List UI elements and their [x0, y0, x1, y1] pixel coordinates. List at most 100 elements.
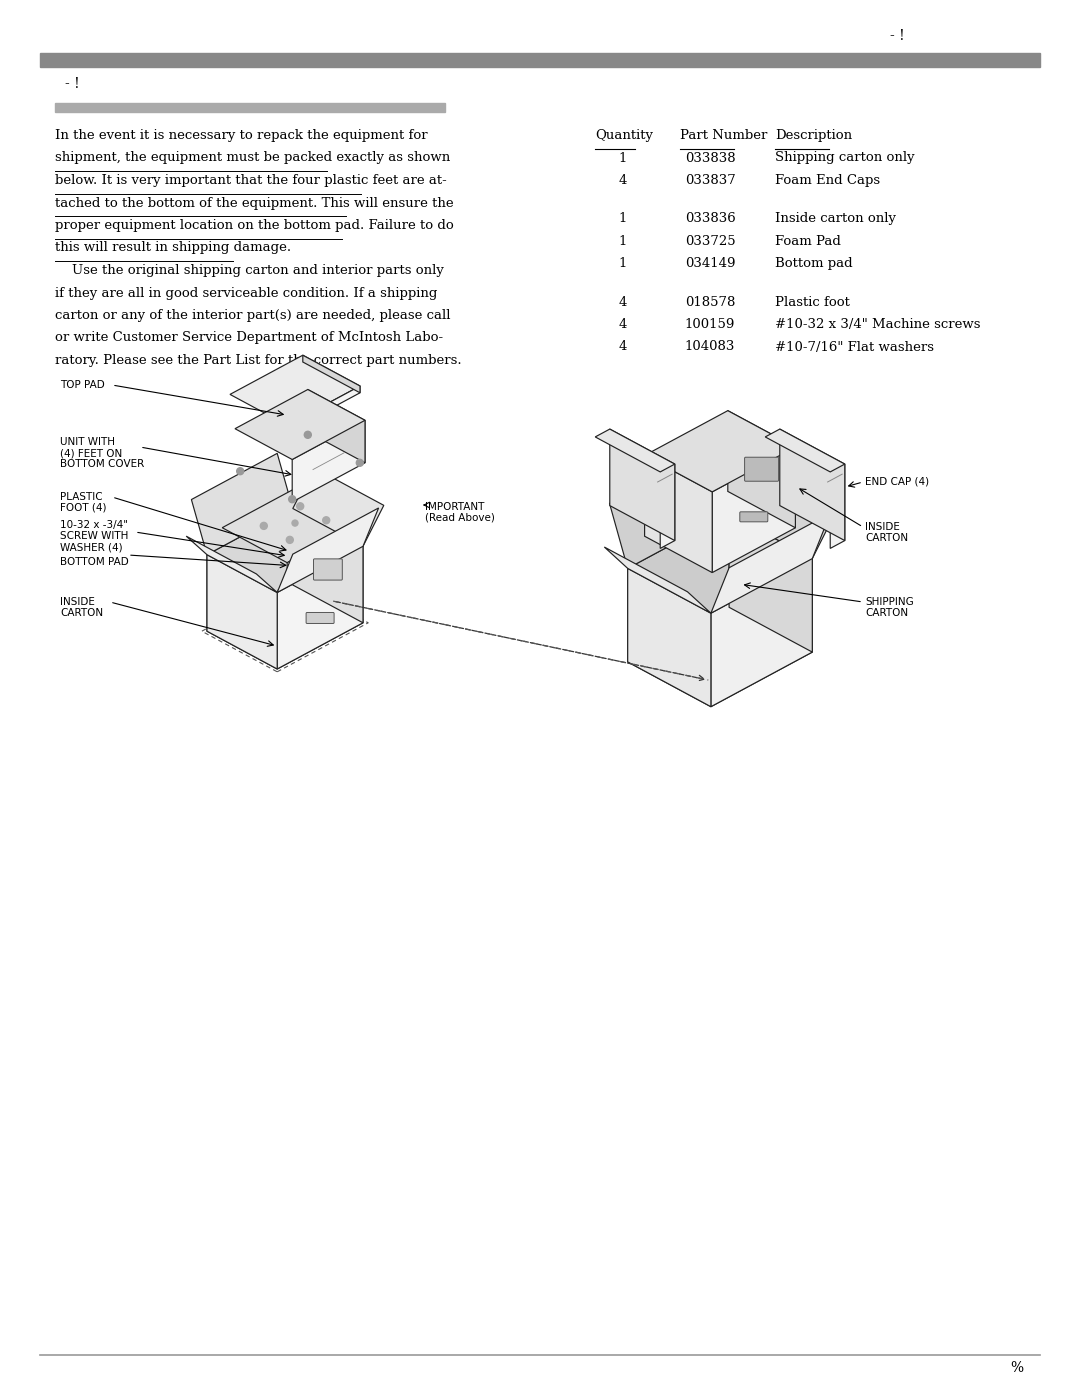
Text: 033837: 033837: [685, 175, 735, 187]
Text: proper equipment location on the bottom pad. Failure to do: proper equipment location on the bottom …: [55, 219, 454, 232]
Polygon shape: [627, 569, 711, 707]
Text: 034149: 034149: [685, 257, 735, 270]
Text: 033725: 033725: [685, 235, 735, 247]
Polygon shape: [302, 355, 360, 393]
Polygon shape: [302, 485, 368, 528]
Polygon shape: [766, 429, 845, 472]
Text: FOOT (4): FOOT (4): [60, 503, 107, 513]
Polygon shape: [287, 520, 368, 571]
Text: Inside carton only: Inside carton only: [775, 212, 896, 225]
Polygon shape: [728, 411, 795, 528]
Text: Shipping carton only: Shipping carton only: [775, 151, 915, 165]
Polygon shape: [645, 455, 712, 573]
Polygon shape: [831, 464, 845, 549]
Text: END CAP (4): END CAP (4): [865, 476, 929, 488]
Text: Bottom pad: Bottom pad: [775, 257, 852, 270]
Circle shape: [288, 496, 296, 503]
Text: if they are all in good serviceable condition. If a shipping: if they are all in good serviceable cond…: [55, 286, 437, 299]
Text: 1: 1: [619, 257, 627, 270]
Polygon shape: [293, 468, 383, 546]
Text: or write Customer Service Department of McIntosh Labo-: or write Customer Service Department of …: [55, 331, 443, 345]
Polygon shape: [711, 559, 812, 707]
Text: 10-32 x -3/4": 10-32 x -3/4": [60, 520, 129, 529]
Polygon shape: [627, 514, 729, 662]
Bar: [40, 53, 1040, 67]
Text: 100159: 100159: [685, 319, 735, 331]
Text: 4: 4: [619, 296, 627, 309]
Polygon shape: [186, 536, 278, 592]
Circle shape: [305, 432, 311, 439]
Polygon shape: [605, 548, 711, 613]
Text: BOTTOM PAD: BOTTOM PAD: [60, 557, 129, 567]
Circle shape: [297, 503, 303, 510]
Text: - !: - !: [65, 77, 80, 91]
Text: CARTON: CARTON: [60, 608, 103, 617]
Circle shape: [356, 460, 363, 467]
FancyBboxPatch shape: [740, 511, 768, 522]
Polygon shape: [278, 546, 363, 669]
Text: Foam End Caps: Foam End Caps: [775, 175, 880, 187]
Text: %: %: [1010, 1361, 1023, 1375]
Text: ratory. Please see the Part List for the correct part numbers.: ratory. Please see the Part List for the…: [55, 353, 461, 367]
Polygon shape: [293, 509, 363, 623]
Text: SHIPPING: SHIPPING: [865, 597, 914, 608]
Text: Foam Pad: Foam Pad: [775, 235, 841, 247]
Polygon shape: [308, 390, 365, 462]
FancyBboxPatch shape: [306, 612, 334, 623]
Text: 104083: 104083: [685, 341, 735, 353]
Text: this will result in shipping damage.: this will result in shipping damage.: [55, 242, 292, 254]
Text: 4: 4: [619, 319, 627, 331]
Text: (4) FEET ON: (4) FEET ON: [60, 448, 122, 458]
Text: Quantity: Quantity: [595, 129, 653, 142]
Text: IMPORTANT: IMPORTANT: [426, 502, 484, 511]
Polygon shape: [595, 429, 675, 472]
Text: 018578: 018578: [685, 296, 735, 309]
Circle shape: [237, 468, 244, 475]
Circle shape: [323, 517, 329, 524]
Polygon shape: [609, 448, 729, 569]
Text: (Read Above): (Read Above): [426, 513, 495, 522]
Text: In the event it is necessary to repack the equipment for: In the event it is necessary to repack t…: [55, 129, 428, 142]
Polygon shape: [729, 514, 812, 652]
Polygon shape: [207, 509, 293, 631]
Text: #10-7/16" Flat washers: #10-7/16" Flat washers: [775, 341, 934, 353]
Polygon shape: [287, 386, 360, 432]
Text: Use the original shipping carton and interior parts only: Use the original shipping carton and int…: [55, 264, 444, 277]
Text: #10-32 x 3/4" Machine screws: #10-32 x 3/4" Machine screws: [775, 319, 981, 331]
Bar: [55, 103, 445, 112]
Polygon shape: [712, 447, 795, 573]
Text: 1: 1: [619, 151, 627, 165]
Text: carton or any of the interior part(s) are needed, please call: carton or any of the interior part(s) ar…: [55, 309, 450, 321]
Text: tached to the bottom of the equipment. This will ensure the: tached to the bottom of the equipment. T…: [55, 197, 454, 210]
Polygon shape: [191, 454, 293, 555]
Text: TOP PAD: TOP PAD: [60, 380, 105, 390]
Polygon shape: [645, 411, 795, 492]
Polygon shape: [293, 420, 365, 502]
Polygon shape: [222, 485, 368, 563]
Text: UNIT WITH: UNIT WITH: [60, 437, 114, 447]
Text: Part Number: Part Number: [680, 129, 768, 142]
Text: below. It is very important that the four plastic feet are at-: below. It is very important that the fou…: [55, 175, 447, 187]
Text: 033836: 033836: [685, 212, 735, 225]
Text: Description: Description: [775, 129, 852, 142]
Text: 4: 4: [619, 341, 627, 353]
Text: INSIDE: INSIDE: [865, 522, 900, 532]
Text: INSIDE: INSIDE: [60, 597, 95, 608]
Polygon shape: [780, 429, 845, 541]
Polygon shape: [207, 555, 278, 669]
Polygon shape: [368, 502, 373, 528]
Text: CARTON: CARTON: [865, 608, 908, 617]
Text: SCREW WITH: SCREW WITH: [60, 531, 129, 541]
Circle shape: [292, 520, 298, 527]
Circle shape: [286, 536, 294, 543]
Polygon shape: [711, 513, 831, 613]
Text: 1: 1: [619, 235, 627, 247]
Text: 033838: 033838: [685, 151, 735, 165]
Text: - !: - !: [890, 29, 905, 43]
Polygon shape: [660, 464, 675, 549]
Polygon shape: [278, 509, 379, 592]
Polygon shape: [610, 429, 675, 541]
Polygon shape: [235, 390, 365, 460]
FancyBboxPatch shape: [313, 559, 342, 580]
Text: CARTON: CARTON: [865, 534, 908, 543]
